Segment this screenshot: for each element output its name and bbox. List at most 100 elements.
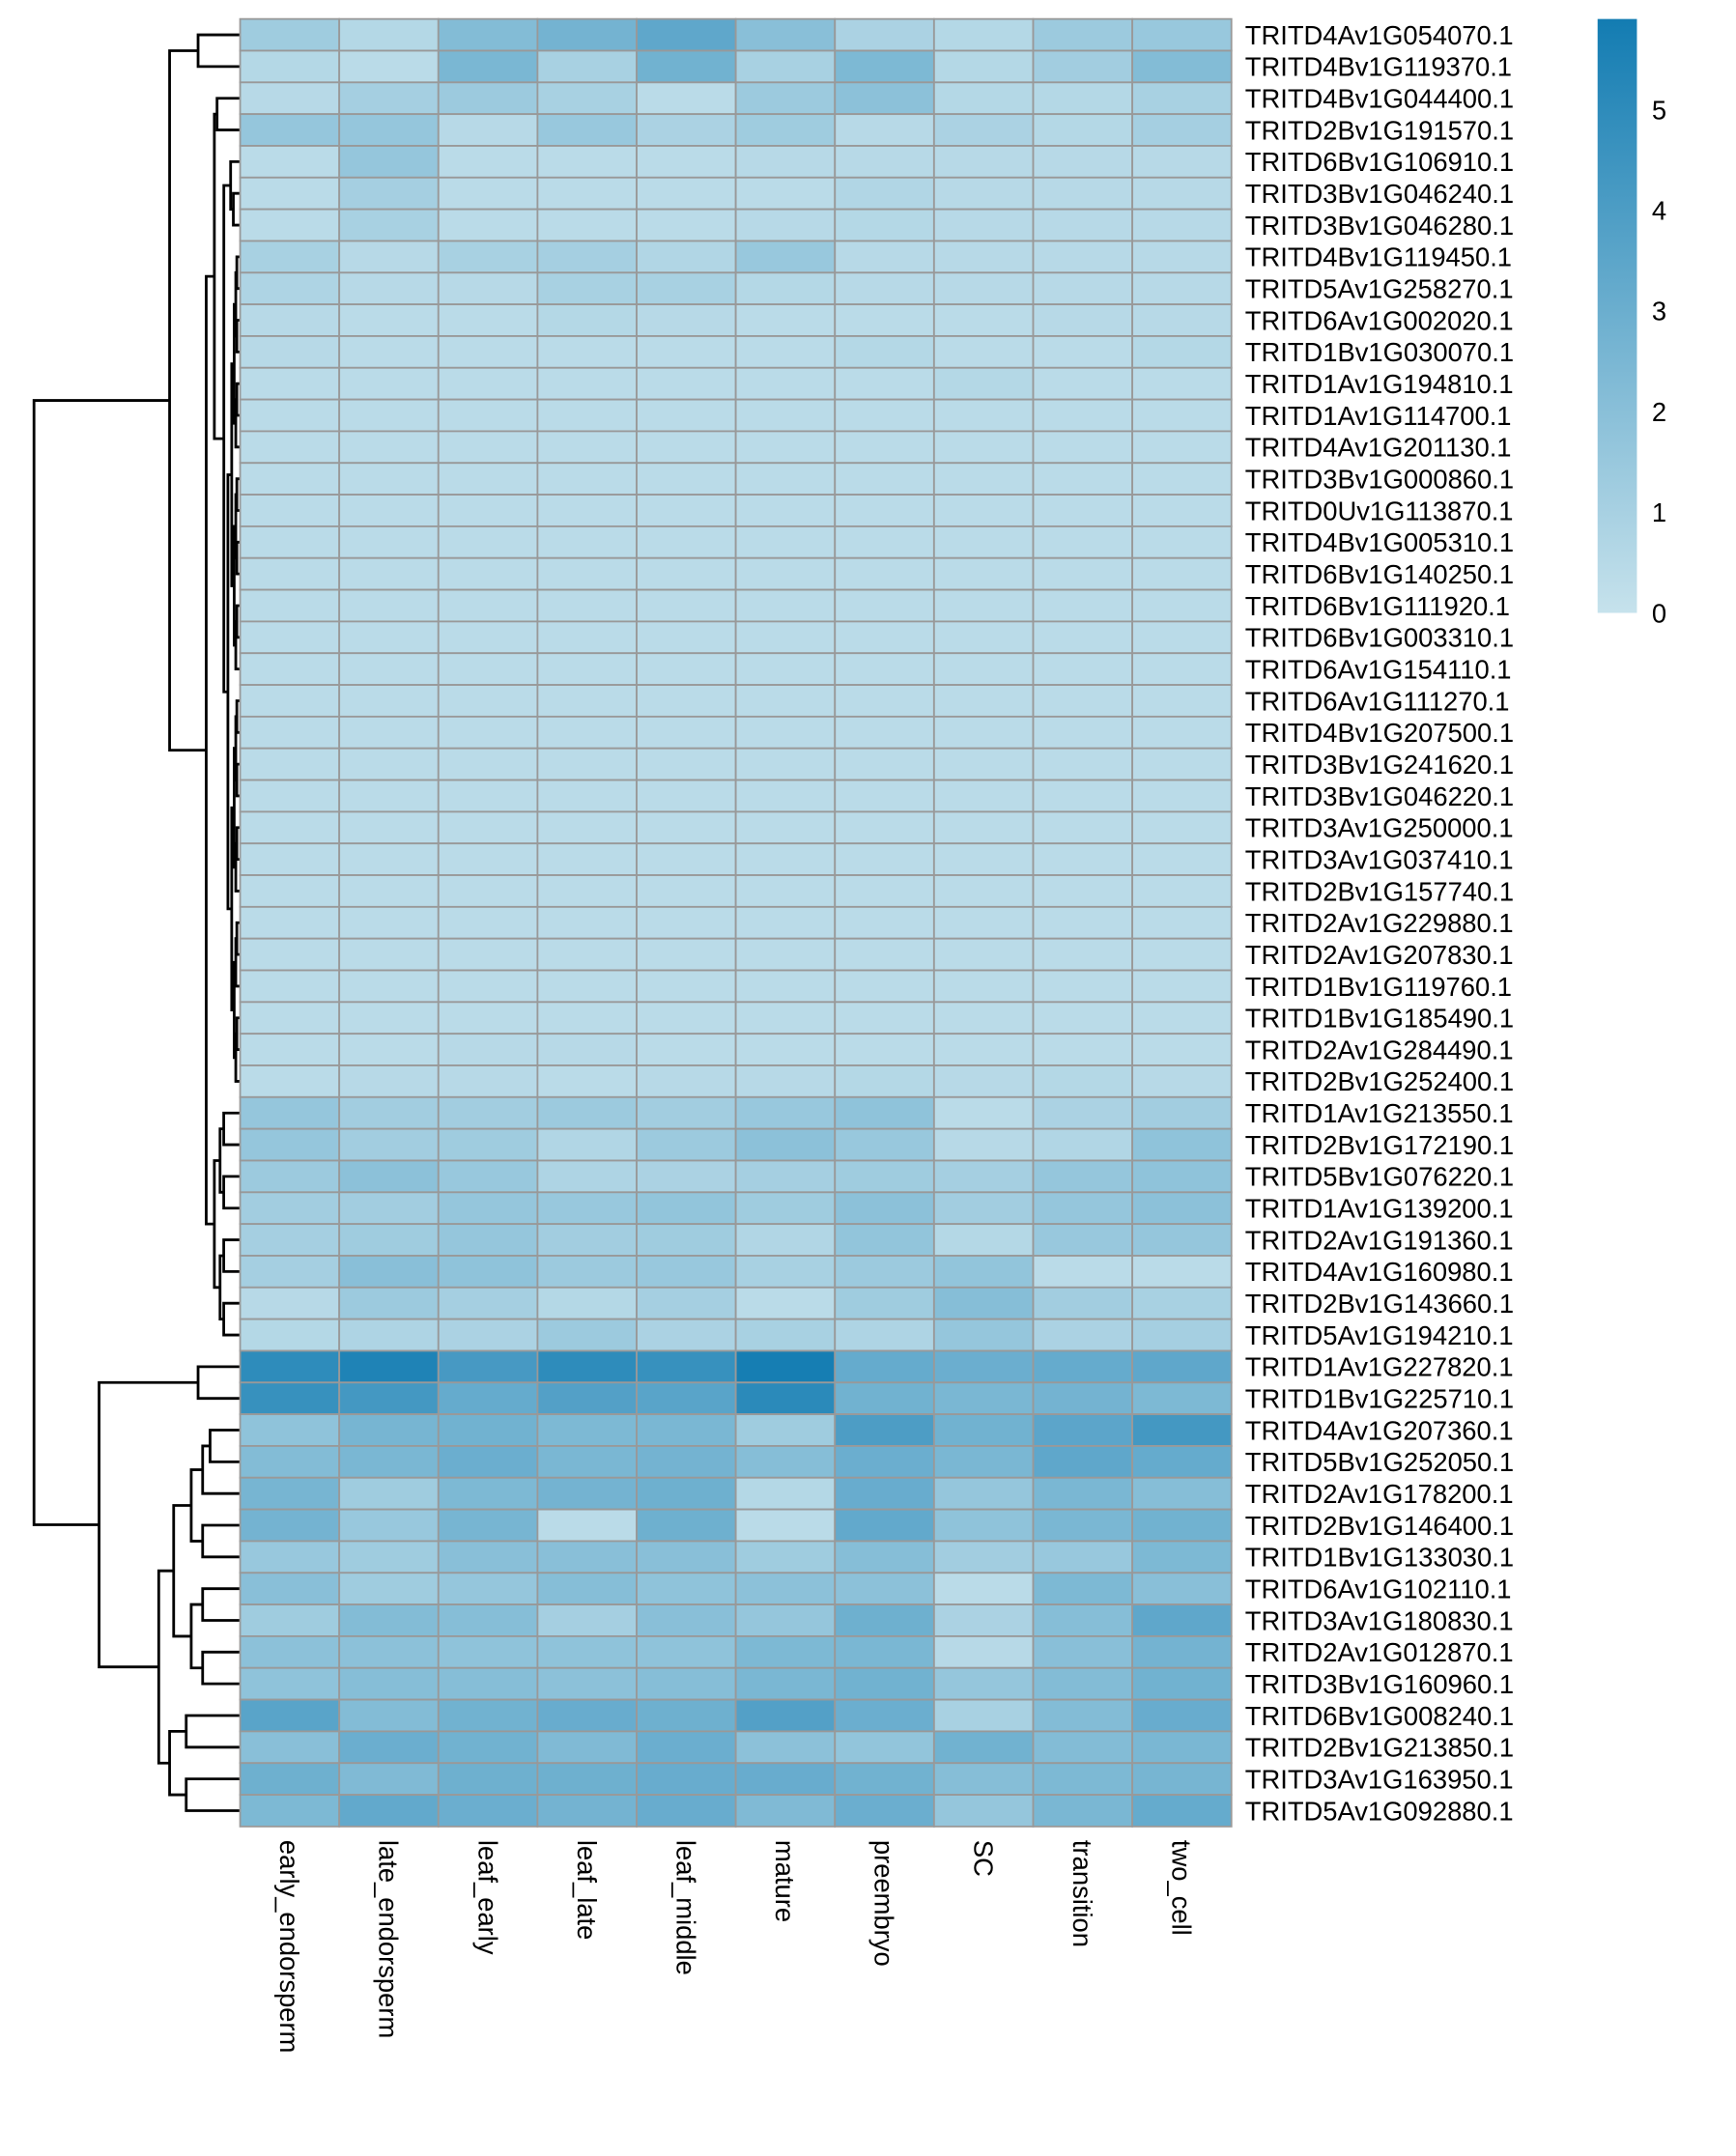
heatmap-cell <box>932 588 1035 623</box>
column-label: leaf_late <box>572 1840 602 1940</box>
heatmap-cell <box>734 1540 837 1574</box>
heatmap-cell <box>932 1064 1035 1098</box>
heatmap-cell <box>437 430 539 465</box>
heatmap-cell <box>1131 715 1233 750</box>
heatmap-cell <box>834 652 935 686</box>
heatmap-cell <box>734 81 837 116</box>
row-label: TRITD1Av1G114700.1 <box>1245 401 1512 431</box>
heatmap-cell <box>932 779 1035 813</box>
heatmap-cell <box>239 525 341 559</box>
heatmap-cells <box>239 17 1233 1828</box>
heatmap-cell <box>338 430 440 465</box>
heatmap-cell <box>834 1540 935 1574</box>
heatmap-cell <box>338 240 440 274</box>
heatmap-cell <box>437 1603 539 1637</box>
row-label: TRITD1Bv1G030070.1 <box>1245 337 1514 367</box>
column-label: leaf_early <box>472 1840 502 1955</box>
heatmap-cell <box>834 430 935 465</box>
heatmap-cell <box>636 715 737 750</box>
heatmap-cell <box>1032 81 1134 116</box>
row-label: TRITD2Bv1G157740.1 <box>1245 876 1514 906</box>
heatmap-cell <box>536 398 638 433</box>
heatmap-cell <box>338 1508 440 1543</box>
heatmap-cell <box>1032 1445 1134 1479</box>
heatmap-cell <box>536 810 638 845</box>
heatmap-cell <box>338 17 440 52</box>
heatmap-cell <box>1032 303 1134 337</box>
heatmap-cell <box>734 366 837 401</box>
heatmap-cell <box>834 684 935 718</box>
heatmap-cell <box>834 1634 935 1669</box>
heatmap-cell <box>338 335 440 369</box>
heatmap-cell <box>338 1318 440 1352</box>
heatmap-cell <box>734 1255 837 1289</box>
row-label: TRITD1Bv1G225710.1 <box>1245 1384 1514 1414</box>
row-label: TRITD2Bv1G172190.1 <box>1245 1130 1514 1160</box>
heatmap-cell <box>636 366 737 401</box>
row-label: TRITD2Av1G191360.1 <box>1245 1225 1514 1255</box>
heatmap-cell <box>1131 810 1233 845</box>
heatmap-cell <box>834 1381 935 1416</box>
heatmap-cell <box>932 810 1035 845</box>
dendrogram-branch <box>189 1468 203 1543</box>
heatmap-cell <box>239 1349 341 1384</box>
heatmap-cell <box>239 1730 341 1765</box>
heatmap-cell <box>1032 556 1134 591</box>
heatmap-cell <box>734 1381 837 1416</box>
heatmap-cell <box>932 176 1035 211</box>
heatmap-cell <box>932 1634 1035 1669</box>
heatmap-cell <box>1032 113 1134 147</box>
heatmap-cell <box>734 1191 837 1226</box>
heatmap-cell <box>834 1001 935 1035</box>
heatmap-cell <box>536 1255 638 1289</box>
heatmap-cell <box>536 588 638 623</box>
heatmap-cell <box>734 49 837 84</box>
heatmap-cell <box>338 1762 440 1796</box>
heatmap-cell <box>1131 1064 1233 1098</box>
heatmap-cell <box>734 1286 837 1320</box>
heatmap-cell <box>1131 1095 1233 1130</box>
heatmap-cell <box>636 17 737 52</box>
heatmap-cell <box>239 1572 341 1605</box>
heatmap-cell <box>1032 905 1134 940</box>
heatmap-cell <box>536 494 638 527</box>
column-label: mature <box>770 1840 800 1922</box>
heatmap-cell <box>932 652 1035 686</box>
heatmap-cell <box>239 49 341 84</box>
heatmap-cell <box>437 1730 539 1765</box>
heatmap-cell <box>636 1159 737 1194</box>
heatmap-cell <box>636 1445 737 1479</box>
dendrogram-branch <box>232 191 241 227</box>
heatmap-cell <box>1032 1508 1134 1543</box>
heatmap-cell <box>636 1255 737 1289</box>
row-label: TRITD6Bv1G111920.1 <box>1245 591 1510 621</box>
heatmap-cell <box>536 684 638 718</box>
heatmap-cell <box>1131 1666 1233 1701</box>
heatmap-cell <box>536 1572 638 1605</box>
row-label: TRITD4Bv1G119450.1 <box>1245 242 1512 272</box>
heatmap-cell <box>437 49 539 84</box>
heatmap-cell <box>1131 1603 1233 1637</box>
row-label: TRITD4Bv1G044400.1 <box>1245 84 1514 114</box>
heatmap-cell <box>437 1445 539 1479</box>
heatmap-cell <box>1131 969 1233 1004</box>
heatmap-cell <box>932 113 1035 147</box>
heatmap-cell <box>932 1255 1035 1289</box>
heatmap-cell <box>932 145 1035 179</box>
heatmap-cell <box>932 208 1035 242</box>
heatmap-cell <box>437 145 539 179</box>
heatmap-cell <box>536 430 638 465</box>
heatmap-cell <box>1131 208 1233 242</box>
heatmap-cell <box>338 1476 440 1511</box>
heatmap-cell <box>338 1730 440 1765</box>
column-label: transition <box>1067 1840 1097 1947</box>
heatmap-cell <box>536 620 638 655</box>
heatmap-cell <box>1032 652 1134 686</box>
heatmap-cell <box>239 715 341 750</box>
heatmap-cell <box>1032 176 1134 211</box>
heatmap-cell <box>932 1159 1035 1194</box>
heatmap-cell <box>834 1223 935 1257</box>
heatmap-cell <box>1131 398 1233 433</box>
heatmap-cell <box>1131 842 1233 876</box>
heatmap-cell <box>338 1540 440 1574</box>
